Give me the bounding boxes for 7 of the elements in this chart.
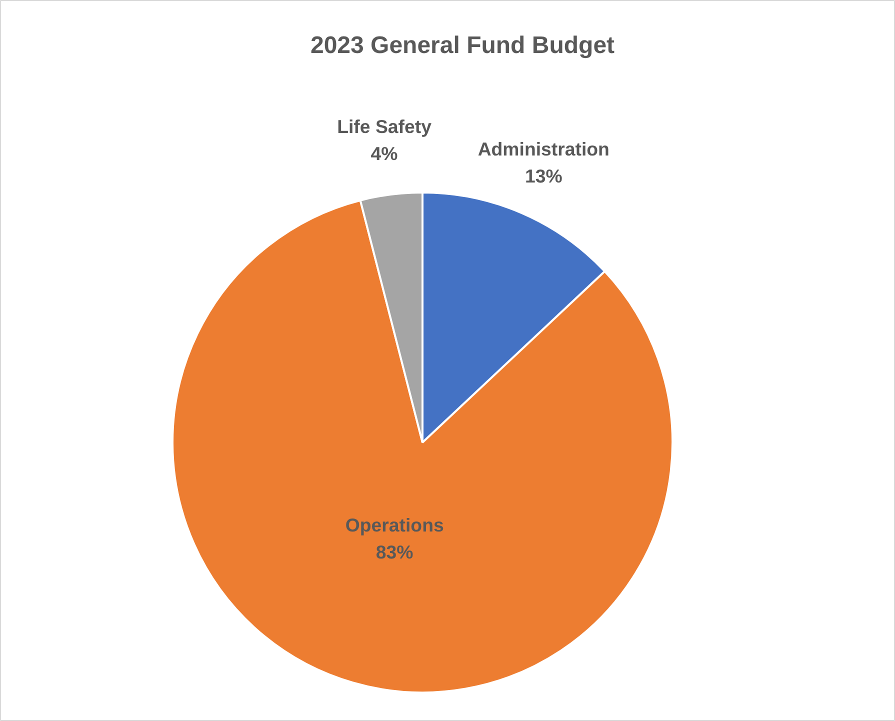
chart-title: 2023 General Fund Budget <box>310 32 615 59</box>
slice-label: Administration <box>478 138 610 160</box>
data-label: 4% <box>370 143 398 164</box>
data-label: 13% <box>524 166 563 187</box>
slice-label: Operations <box>345 514 444 536</box>
data-label: 83% <box>376 542 414 563</box>
slice-label: Life Safety <box>337 116 432 137</box>
